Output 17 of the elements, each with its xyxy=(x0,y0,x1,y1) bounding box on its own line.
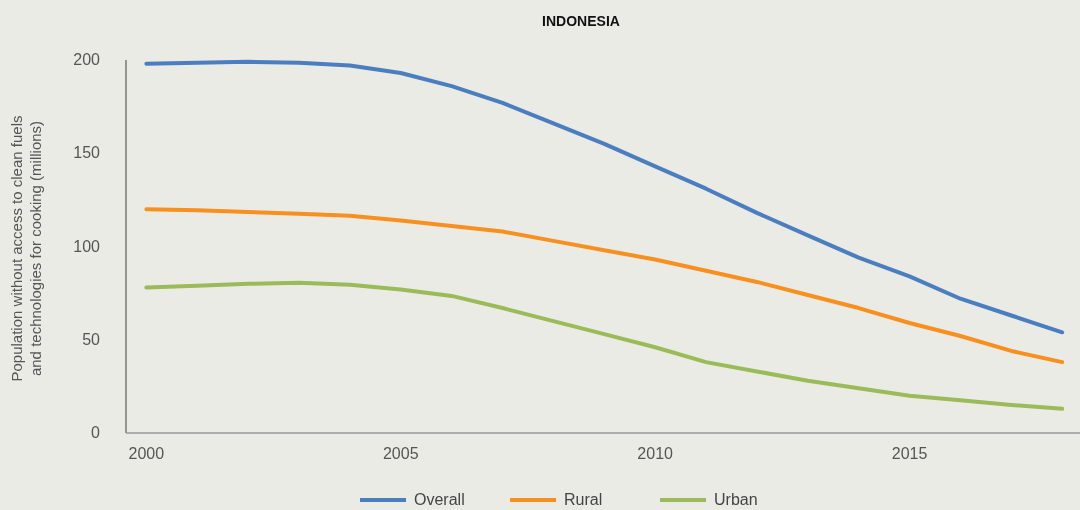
x-tick-label: 2015 xyxy=(891,445,928,462)
x-tick-label: 2010 xyxy=(637,445,674,462)
y-tick-label: 100 xyxy=(73,237,101,255)
y-tick-label: 0 xyxy=(91,424,101,441)
y-tick-label: 50 xyxy=(82,330,101,348)
legend-label: Overall xyxy=(414,491,465,508)
line-series xyxy=(144,59,1065,335)
line-series xyxy=(144,280,1065,411)
legend-label: Rural xyxy=(564,491,603,508)
x-tick-label: 2005 xyxy=(382,445,419,462)
y-tick-label: 150 xyxy=(73,144,101,162)
y-axis-title: Population without access to clean fuels and technologies for cooking (millions) xyxy=(8,115,44,382)
legend-label: Urban xyxy=(714,491,758,508)
chart-title: INDONESIA xyxy=(542,13,620,29)
x-tick-label: 2000 xyxy=(128,445,165,462)
y-tick-label: 200 xyxy=(73,51,101,68)
line-series xyxy=(144,207,1065,365)
